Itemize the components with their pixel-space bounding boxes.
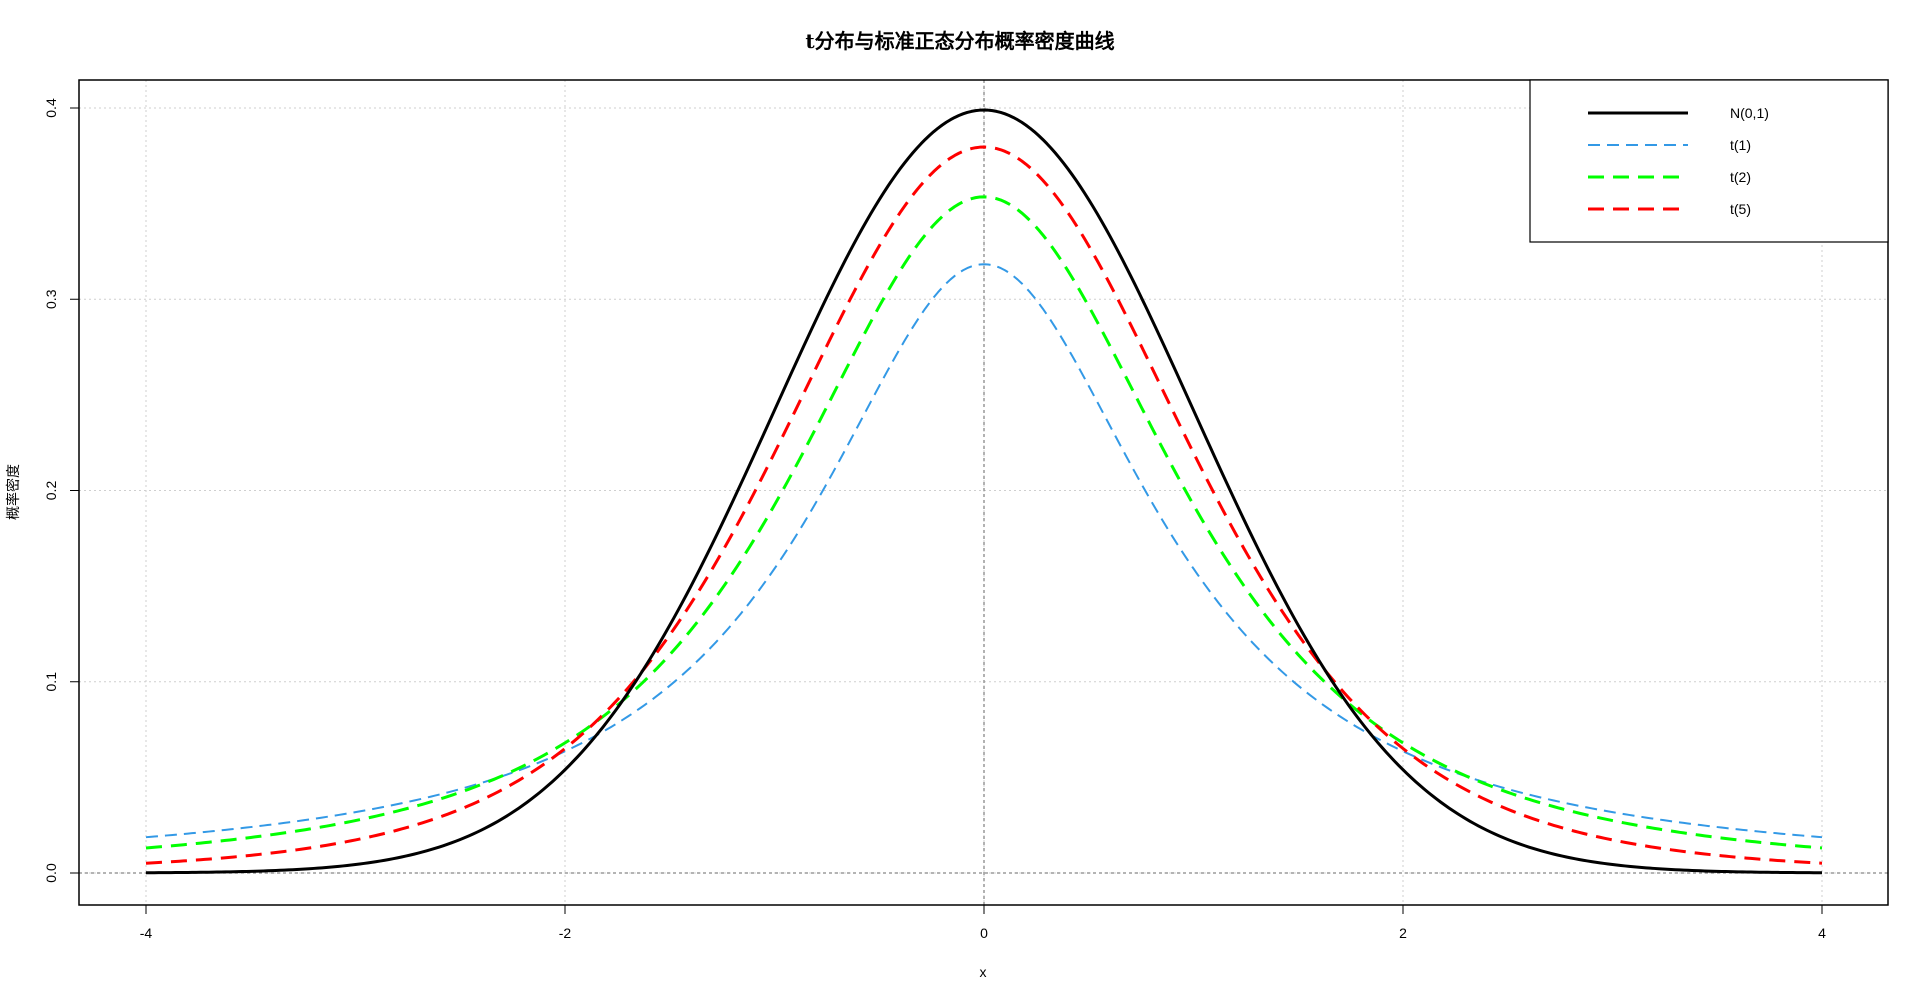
y-tick-label: 0.4: [43, 98, 59, 118]
legend-label: t(1): [1730, 137, 1751, 153]
x-axis: -4 -2 0 2 4: [140, 904, 1826, 941]
x-tick-label: 0: [980, 925, 988, 941]
x-tick-label: -4: [140, 925, 153, 941]
y-axis: 0.0 0.1 0.2 0.3 0.4: [43, 98, 80, 883]
chart-title: t分布与标准正态分布概率密度曲线: [805, 29, 1114, 53]
series-line-N01: [145, 108, 1823, 875]
y-axis-label: 概率密度: [5, 464, 21, 520]
y-tick-label: 0.2: [43, 481, 59, 501]
y-tick-label: 0.3: [43, 289, 59, 309]
y-tick-label: 0.1: [43, 672, 59, 692]
y-tick-label: 0.0: [43, 863, 59, 883]
x-tick-label: 2: [1399, 925, 1407, 941]
series-line-t1: [145, 263, 1823, 839]
legend-label: N(0,1): [1730, 105, 1769, 121]
series-line-t2: [145, 195, 1823, 850]
reference-lines: [79, 80, 1888, 905]
x-tick-label: -2: [559, 925, 572, 941]
curves: [145, 108, 1823, 875]
x-tick-label: 4: [1818, 925, 1826, 941]
legend-label: t(5): [1730, 201, 1751, 217]
x-axis-label: x: [980, 964, 987, 980]
legend-box: [1529, 79, 1889, 243]
legend: N(0,1) t(1) t(2) t(5): [1529, 79, 1889, 243]
legend-label: t(2): [1730, 169, 1751, 185]
series-line-t5: [145, 145, 1823, 865]
